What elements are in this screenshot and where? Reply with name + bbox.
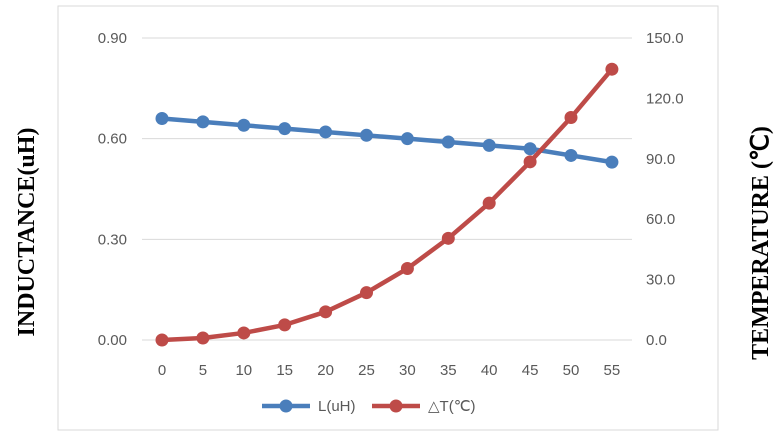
x-tick-labels: 0 5 10 15 20 25 30 35 40 45 50 55 [158,362,620,379]
x-tick-label: 55 [604,362,621,379]
x-tick-label: 0 [158,362,166,379]
data-point-series-1 [564,148,578,162]
right-y-tick-label: 0.0 [646,332,667,349]
data-point-series-2 [155,333,169,347]
data-point-series-2 [400,262,414,276]
x-tick-label: 5 [199,362,207,379]
left-y-tick-label: 0.30 [98,231,127,248]
data-point-series-1 [155,112,169,126]
data-point-series-1 [441,135,455,149]
x-tick-label: 40 [481,362,498,379]
data-point-series-1 [523,142,537,156]
right-y-tick-label: 90.0 [646,151,675,168]
series-line-2 [159,66,615,343]
data-point-series-1 [319,125,333,139]
right-y-tick-label: 30.0 [646,272,675,289]
x-tick-label: 20 [317,362,334,379]
right-y-tick-label: 120.0 [646,90,684,107]
data-point-series-2 [564,111,578,125]
left-y-tick-label: 0.60 [98,131,127,148]
data-point-series-1 [196,115,210,129]
data-point-series-2 [196,331,210,345]
data-point-series-2 [605,62,619,76]
data-point-series-1 [360,128,373,142]
legend-label: △T(℃) [428,398,476,415]
x-tick-label: 25 [358,362,375,379]
x-tick-label: 45 [522,362,539,379]
left-y-tick-labels: 0.00 0.30 0.60 0.90 [98,30,127,349]
data-point-series-2 [482,196,496,210]
right-y-tick-label: 60.0 [646,211,675,228]
left-y-tick-label: 0.00 [98,332,127,349]
series-line-1 [159,116,615,165]
legend-swatch-marker [389,399,403,413]
left-axis-title: INDUCTANCE(uH) [14,128,40,337]
left-y-tick-label: 0.90 [98,30,127,47]
x-tick-label: 10 [235,362,252,379]
data-point-series-2 [523,155,537,169]
right-y-tick-label: 150.0 [646,30,684,47]
legend-swatch-marker [279,399,293,413]
data-point-series-1 [237,118,251,132]
data-point-series-2 [278,318,292,332]
data-point-series-2 [360,286,373,300]
data-point-series-2 [441,231,455,245]
data-point-series-2 [237,326,251,340]
legend-label: L(uH) [318,398,356,415]
data-point-series-1 [400,132,414,146]
data-point-series-1 [278,122,292,136]
data-point-series-1 [482,138,496,152]
x-tick-label: 15 [276,362,293,379]
series-group [155,62,619,347]
x-tick-label: 50 [563,362,580,379]
legend: L(uH) △T(℃) [262,398,476,415]
right-axis-title: TEMPERATURE (℃) [748,126,774,360]
right-y-tick-labels: 0.0 30.0 60.0 90.0 120.0 150.0 [646,30,684,349]
data-point-series-2 [319,305,333,319]
x-tick-label: 30 [399,362,416,379]
data-point-series-1 [605,155,619,169]
x-tick-label: 35 [440,362,457,379]
